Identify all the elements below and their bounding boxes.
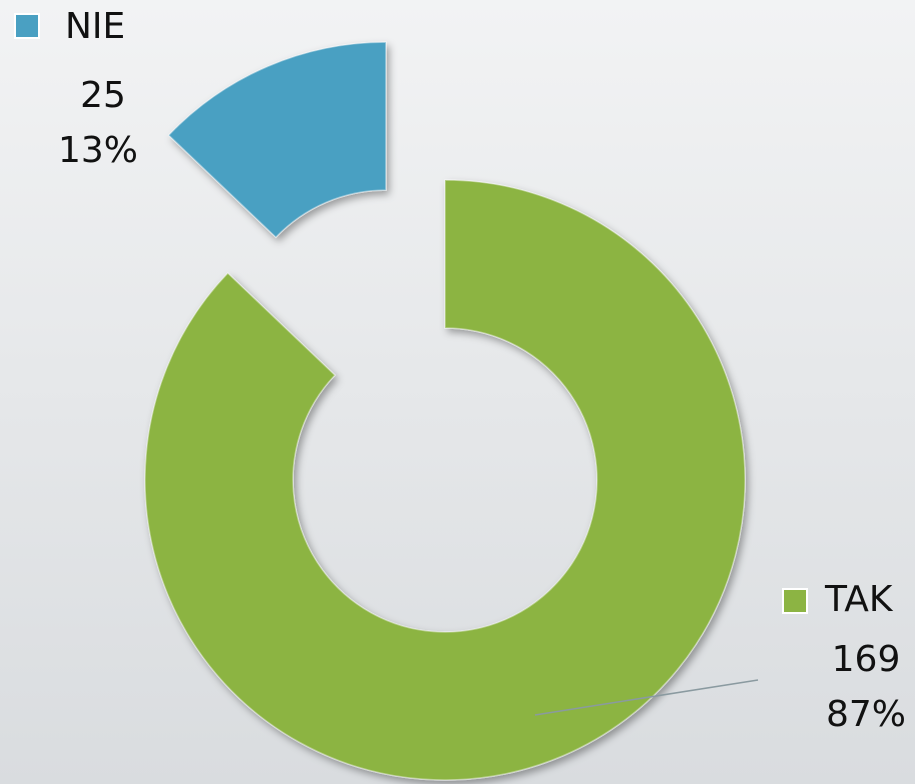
legend-swatch <box>14 13 40 39</box>
legend-label: NIE <box>65 6 125 47</box>
slice <box>144 179 746 781</box>
value-label: 25 <box>80 75 126 116</box>
slice <box>167 41 387 239</box>
legend-label: TAK <box>824 579 894 620</box>
percent-label: 87% <box>826 694 906 735</box>
percent-label: 13% <box>58 130 138 171</box>
leader-line <box>534 679 759 716</box>
value-label: 169 <box>832 639 901 680</box>
legend-swatch <box>782 588 808 614</box>
